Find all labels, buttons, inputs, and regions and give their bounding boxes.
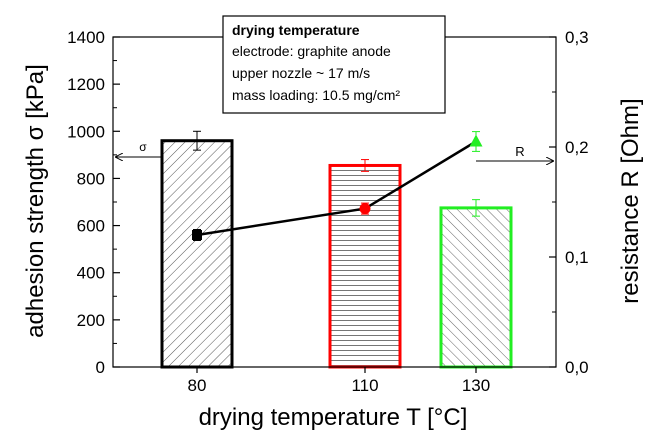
left-tick-label: 800 (77, 169, 105, 188)
x-axis: 80 110 130 (188, 367, 490, 395)
right-axis: 0,0 0,1 0,2 0,3 (549, 28, 589, 377)
r-arrow: R (476, 144, 553, 161)
annotation-line-2: upper nozzle ~ 17 m/s (232, 65, 370, 81)
point-130 (469, 134, 483, 147)
right-tick-label: 0,1 (565, 248, 589, 267)
line-layer (192, 131, 483, 241)
y-axis-left-label: adhesion strength σ [kPa] (22, 64, 49, 338)
right-tick-label: 0,0 (565, 358, 589, 377)
point-80 (192, 230, 202, 240)
x-tick-label: 130 (462, 376, 490, 395)
right-tick-label: 0,2 (565, 138, 589, 157)
bar-errorbar-110 (361, 159, 369, 172)
left-tick-label: 200 (77, 311, 105, 330)
left-tick-label: 0 (96, 358, 105, 377)
sigma-arrow-label: σ (139, 140, 147, 154)
bar-errorbar-80 (193, 130, 201, 151)
bar-110 (328, 163, 402, 369)
left-axis: 0 200 400 600 800 1000 1200 1400 (67, 28, 120, 377)
left-tick-label: 1000 (67, 122, 105, 141)
left-tick-label: 1200 (67, 75, 105, 94)
left-tick-label: 400 (77, 264, 105, 283)
bar-errorbar-130 (472, 199, 480, 217)
annotation-line-1: electrode: graphite anode (232, 43, 391, 59)
bar-80 (160, 139, 234, 369)
sigma-arrow: σ (116, 140, 162, 157)
x-axis-label: drying temperature T [°C] (199, 404, 468, 431)
r-arrow-label: R (515, 144, 524, 159)
annotation-box: drying temperature electrode: graphite a… (222, 15, 446, 114)
bar-130 (439, 206, 513, 369)
annotation-title: drying temperature (232, 22, 360, 38)
y-axis-right-label: resistance R [Ohm] (617, 98, 644, 303)
right-tick-label: 0,3 (565, 28, 589, 47)
left-tick-label: 600 (77, 217, 105, 236)
left-tick-label: 1400 (67, 28, 105, 47)
bars-layer (160, 130, 513, 369)
x-tick-label: 80 (188, 376, 207, 395)
annotation-line-3: mass loading: 10.5 mg/cm² (232, 87, 400, 103)
x-tick-label: 110 (351, 376, 378, 395)
point-110 (359, 203, 371, 215)
